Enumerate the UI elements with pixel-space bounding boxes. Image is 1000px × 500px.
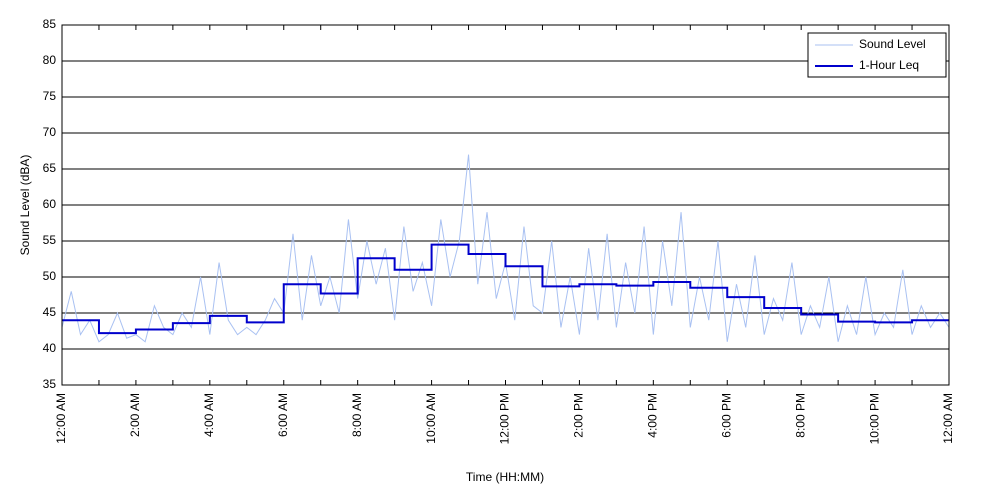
x-tick-label: 2:00 AM [128,393,142,437]
legend-box [807,32,947,78]
legend-label: Sound Level [859,37,926,51]
x-tick-label: 8:00 PM [793,393,807,438]
x-tick-label: 6:00 AM [276,393,290,437]
y-tick-label: 75 [43,89,57,103]
x-tick-label: 10:00 AM [424,393,438,444]
x-tick-label: 6:00 PM [719,393,733,438]
x-tick-label: 12:00 PM [498,393,512,444]
x-tick-label: 10:00 PM [867,393,881,444]
y-tick-label: 40 [43,341,57,355]
y-tick-label: 45 [43,305,57,319]
y-tick-label: 65 [43,161,57,175]
leq-line [62,243,949,335]
x-tick-label: 12:00 AM [54,393,68,444]
y-tick-label: 35 [43,377,57,391]
x-tick-label: 12:00 AM [941,393,955,444]
x-tick-label: 4:00 AM [202,393,216,437]
y-tick-label: 60 [43,197,57,211]
x-tick-label: 4:00 PM [646,393,660,438]
y-tick-label: 85 [43,17,57,31]
legend-label: 1-Hour Leq [859,58,919,72]
plot-frame [61,24,950,386]
y-tick-label: 80 [43,53,57,67]
y-tick-label: 50 [43,269,57,283]
y-axis-label: Sound Level (dBA) [18,155,32,256]
x-axis-label: Time (HH:MM) [466,470,544,484]
y-tick-label: 70 [43,125,57,139]
x-tick-label: 2:00 PM [572,393,586,438]
x-tick-label: 8:00 AM [350,393,364,437]
y-tick-label: 55 [43,233,57,247]
